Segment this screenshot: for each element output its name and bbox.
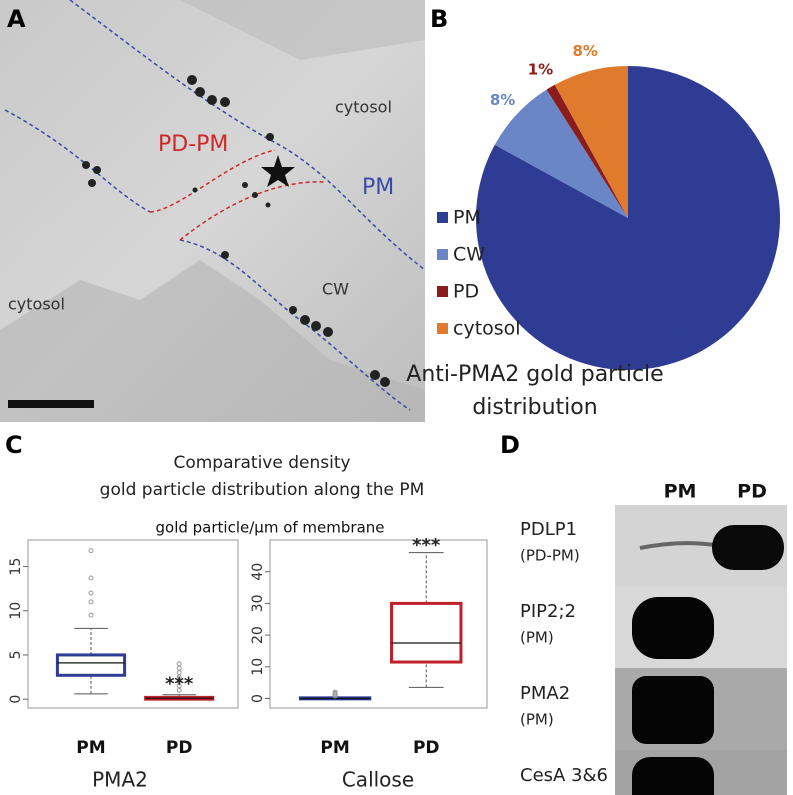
micrograph-texture xyxy=(0,260,425,422)
significance: *** xyxy=(165,674,194,695)
x-axis-label: PMA2 xyxy=(92,768,148,792)
pie-slice xyxy=(546,84,628,218)
x-tick-label: PD xyxy=(166,738,193,758)
legend-label: CW xyxy=(453,244,485,266)
outlier xyxy=(176,665,182,671)
blot-row-sublabel: (PM) xyxy=(520,793,554,795)
pie-slice xyxy=(494,89,628,218)
blot-band xyxy=(639,541,716,550)
outlier xyxy=(88,599,94,605)
slice-label: 83% xyxy=(678,324,714,342)
y-tick-label: 30 xyxy=(250,594,266,612)
pie-slice xyxy=(554,66,628,218)
legend-swatch xyxy=(437,249,448,260)
outlier xyxy=(88,612,94,618)
membrane-line xyxy=(4,109,411,411)
blot-row-label: CesA 3&6 xyxy=(520,765,608,786)
chart-title: Anti-PMA2 gold particle distribution xyxy=(406,362,664,420)
y-tick-label: 15 xyxy=(8,558,24,576)
micrograph-texture xyxy=(180,0,425,60)
blot-band xyxy=(712,525,784,570)
x-tick-label: PM xyxy=(76,738,105,758)
legend-label: cytosol xyxy=(453,318,521,340)
y-tick-label: 10 xyxy=(8,602,24,620)
blot-row-label: PIP2;2 xyxy=(520,601,576,622)
y-tick-label: 0 xyxy=(8,695,24,704)
outlier xyxy=(88,548,94,554)
box xyxy=(55,653,127,677)
outlier xyxy=(88,575,94,581)
legend-label: PD xyxy=(453,281,479,303)
y-axis-label: gold particle/µm of membrane xyxy=(156,519,385,537)
slice-label: 8% xyxy=(572,42,597,60)
micrograph-label: PD-PM xyxy=(158,132,228,157)
legend-swatch xyxy=(437,286,448,297)
y-tick-label: 20 xyxy=(250,626,266,644)
blot-row-sublabel: (PM) xyxy=(520,711,554,729)
gold-particles xyxy=(82,75,390,387)
blot-row-sublabel: (PD-PM) xyxy=(520,547,580,565)
micrograph-label: PM xyxy=(362,175,394,200)
blot-row-label: PDLP1 xyxy=(520,519,577,540)
blot-band xyxy=(632,676,714,744)
blot-band xyxy=(632,597,714,659)
outlier xyxy=(88,590,94,596)
slice-label: 8% xyxy=(490,91,515,109)
micrograph-label: cytosol xyxy=(8,295,65,314)
legend-label: PM xyxy=(453,207,481,229)
blot-row-sublabel: (PM) xyxy=(520,629,554,647)
y-tick-label: 0 xyxy=(250,694,266,703)
x-tick-label: PM xyxy=(320,738,349,758)
y-tick-label: 40 xyxy=(250,563,266,581)
legend-swatch xyxy=(437,323,448,334)
micrograph-label: cytosol xyxy=(335,98,392,117)
outlier xyxy=(176,661,182,667)
chart-subtitle: gold particle distribution along the PM xyxy=(100,480,425,500)
slice-label: 1% xyxy=(528,60,553,78)
panel-label: D xyxy=(500,431,520,459)
micrograph-label: CW xyxy=(322,280,349,299)
significance: *** xyxy=(412,535,441,556)
blot-column-label: PD xyxy=(737,481,767,503)
scale-bar xyxy=(8,400,94,408)
panel-label: A xyxy=(7,5,26,33)
y-tick-label: 10 xyxy=(250,658,266,676)
blot-band xyxy=(632,757,714,795)
y-tick-label: 5 xyxy=(8,650,24,659)
blot-column-label: PM xyxy=(664,481,697,503)
legend-swatch xyxy=(437,212,448,223)
box xyxy=(390,601,463,664)
outlier xyxy=(332,689,338,695)
panel-label: B xyxy=(430,5,448,33)
plot-frame xyxy=(269,539,488,709)
plot-frame xyxy=(27,539,239,709)
panel-label: C xyxy=(5,431,23,459)
blot-row-label: PMA2 xyxy=(520,683,570,704)
x-axis-label: Callose xyxy=(342,768,414,792)
x-tick-label: PD xyxy=(413,738,440,758)
chart-title: Comparative density xyxy=(173,453,350,473)
star-marker xyxy=(261,155,295,187)
